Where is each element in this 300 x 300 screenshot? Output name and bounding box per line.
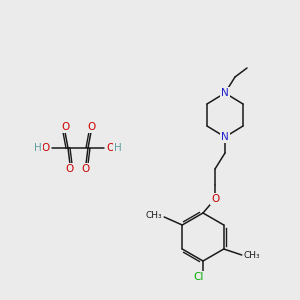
Text: CH₃: CH₃ — [244, 250, 260, 260]
Text: O: O — [61, 122, 69, 132]
Text: H: H — [114, 143, 122, 153]
Text: Cl: Cl — [194, 272, 204, 282]
Text: O: O — [211, 194, 219, 204]
Text: O: O — [106, 143, 114, 153]
Text: CH₃: CH₃ — [146, 212, 162, 220]
Text: N: N — [221, 132, 229, 142]
Text: O: O — [87, 122, 95, 132]
Text: O: O — [82, 164, 90, 174]
Text: H: H — [34, 143, 42, 153]
Text: O: O — [42, 143, 50, 153]
Text: O: O — [66, 164, 74, 174]
Text: N: N — [221, 88, 229, 98]
